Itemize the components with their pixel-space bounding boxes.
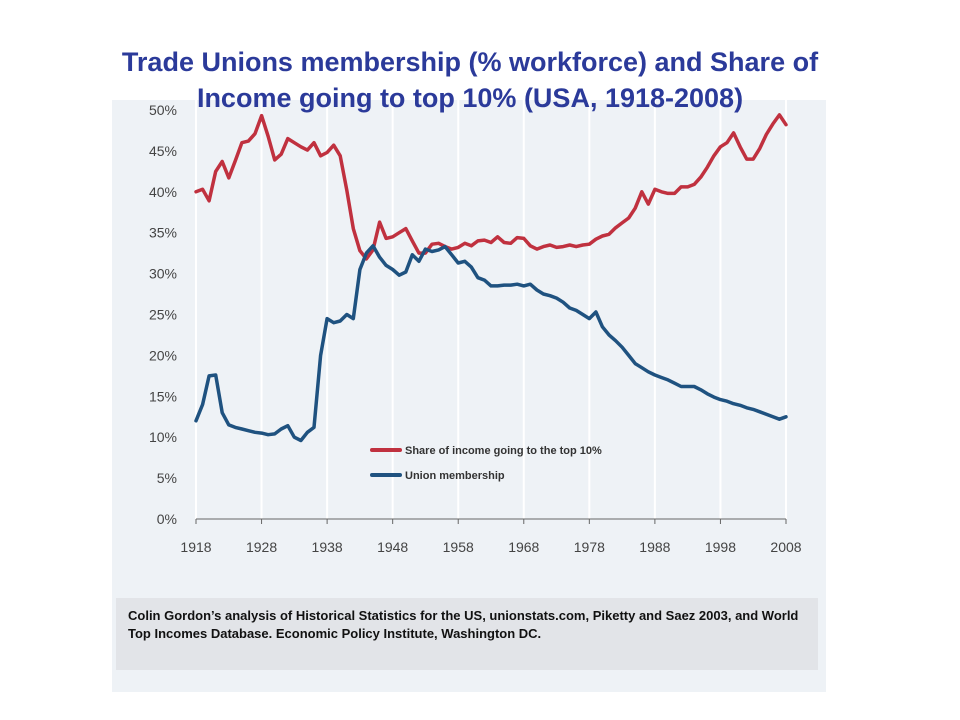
source-caption: Colin Gordon’s analysis of Historical St… [116, 598, 818, 670]
axes: 1918 1928 1938 1948 1958 1968 1978 1988 1998 2008… [149, 102, 802, 555]
y-tick-label: 40% [149, 184, 177, 200]
y-tick-label: 25% [149, 307, 177, 323]
y-tick-label: 45% [149, 143, 177, 159]
y-tick-label: 35% [149, 225, 177, 241]
y-tick-label: 15% [149, 388, 177, 404]
y-tick-label: 50% [149, 102, 177, 118]
legend: Share of income going to the top 10% Uni… [370, 445, 602, 482]
y-tick-label: 30% [149, 266, 177, 282]
grid [195, 100, 787, 519]
x-tick-label: 1988 [639, 539, 670, 555]
series-line-1 [194, 244, 788, 443]
y-tick-label: 0% [157, 511, 177, 527]
x-tick-label: 1918 [180, 539, 211, 555]
x-tick-label: 1998 [705, 539, 736, 555]
x-tick-label: 2008 [770, 539, 801, 555]
x-tick-label: 1938 [312, 539, 343, 555]
legend-label-union: Union membership [405, 470, 505, 482]
y-tick-label: 20% [149, 347, 177, 363]
y-tick-label: 10% [149, 429, 177, 445]
x-tick-label: 1928 [246, 539, 277, 555]
x-tick-label: 1978 [574, 539, 605, 555]
legend-label-top10: Share of income going to the top 10% [405, 445, 602, 457]
x-tick-label: 1948 [377, 539, 408, 555]
chart-panel [112, 100, 826, 692]
x-tick-label: 1968 [508, 539, 539, 555]
slide-title: Trade Unions membership (% workforce) an… [121, 47, 819, 113]
x-tick-label: 1958 [443, 539, 474, 555]
series [194, 113, 788, 443]
source-caption-text: Colin Gordon’s analysis of Historical St… [128, 608, 799, 641]
series-line-0 [194, 113, 788, 261]
y-tick-label: 5% [157, 470, 177, 486]
